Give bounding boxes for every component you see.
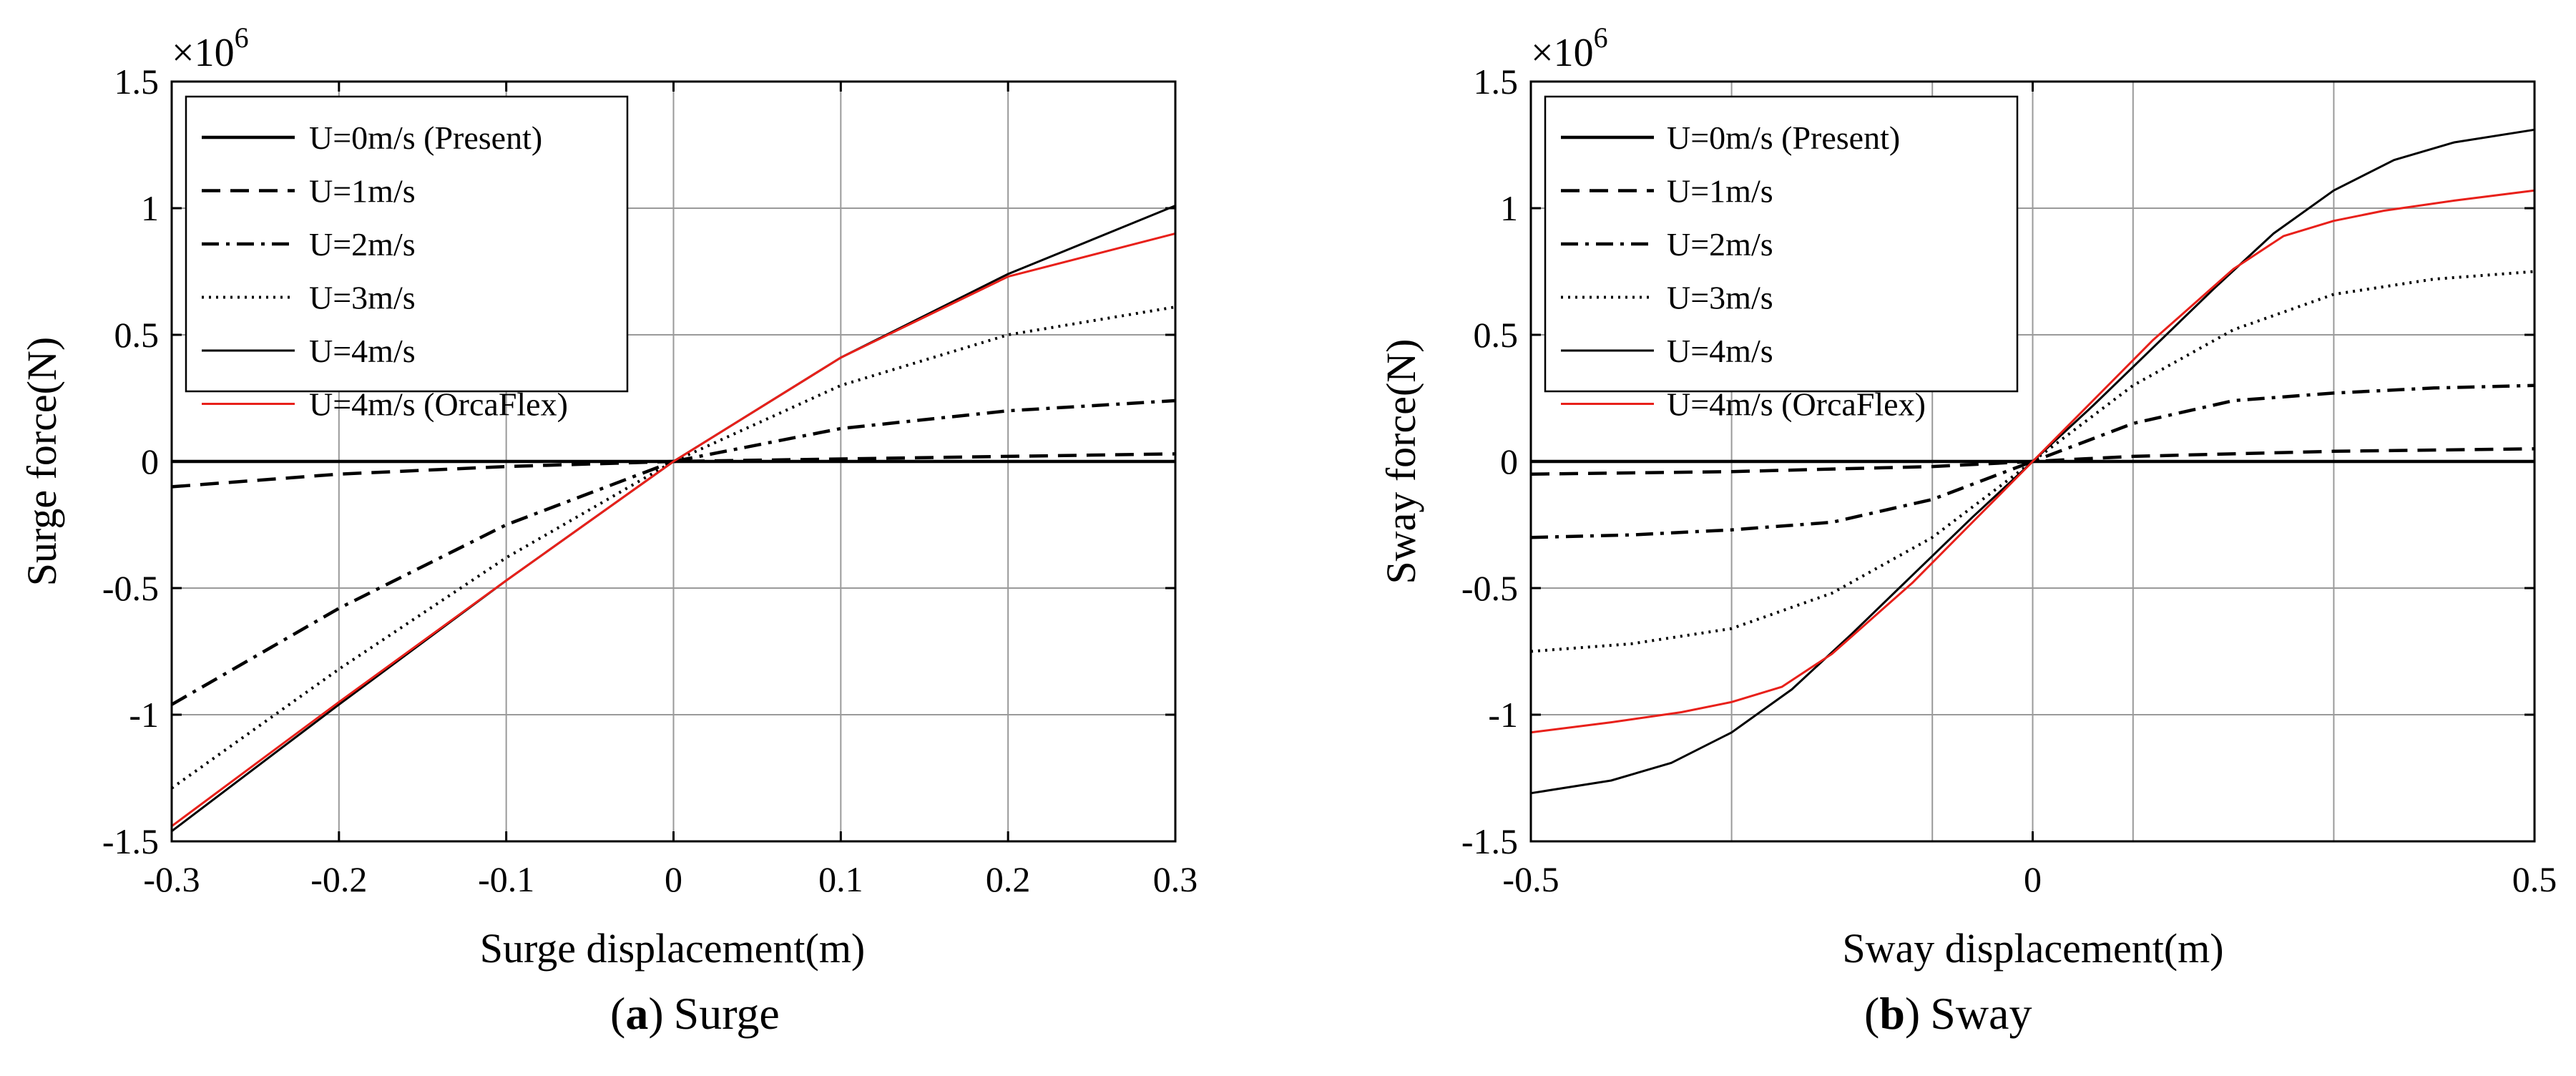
caption-close-paren: ) [1905, 988, 1920, 1039]
caption-open-paren: ( [610, 988, 625, 1039]
legend-label-1: U=1m/s [1667, 173, 1773, 210]
panel-caption: (b) Sway [1864, 988, 2032, 1039]
caption-text: Sway [1930, 988, 2032, 1039]
y-tick-label: -1 [1488, 695, 1518, 735]
axis-exponent-power: 6 [235, 21, 249, 54]
legend-label-1: U=1m/s [309, 173, 416, 210]
legend-label-4: U=4m/s [309, 333, 416, 369]
x-tick-label: 0.5 [2512, 859, 2557, 899]
caption-close-paren: ) [648, 988, 663, 1039]
y-axis-label: Sway force(N) [1378, 338, 1424, 584]
legend: U=0m/s (Present) U=1m/s U=2m/s U=3m/s U=4m/s… [1544, 95, 2019, 423]
x-tick-label: 0.1 [818, 859, 863, 899]
y-tick-label: 1 [1500, 188, 1518, 228]
y-tick-label: 0 [141, 441, 159, 481]
axis-exponent: ×106 [1531, 21, 1608, 75]
axis-exponent-base: ×10 [1531, 31, 1594, 75]
legend-label-4: U=4m/s [1667, 333, 1773, 369]
legend-label-3: U=3m/s [309, 280, 416, 316]
series-line-2 [1530, 383, 2535, 539]
y-tick-label: 0.5 [1474, 315, 1519, 355]
caption-letter: b [1879, 988, 1905, 1039]
y-axis-label: Surge force(N) [19, 337, 65, 586]
legend-label-2: U=2m/s [309, 226, 416, 263]
legend-label-3: U=3m/s [1667, 280, 1773, 316]
y-tick-label: 1.5 [114, 62, 160, 102]
axis-exponent-power: 6 [1594, 21, 1608, 54]
chart-panel-a: -0.3 -0.2 -0.1 0 0.1 0.2 0.3 -1.5 -1 -0.5 0 0.5 1 1.5… [19, 21, 1198, 1039]
y-tick-label: -1.5 [1461, 821, 1518, 861]
y-tick-label: 0 [1500, 441, 1518, 481]
x-tick-label: -0.5 [1502, 859, 1559, 899]
x-axis-label: Surge displacement(m) [480, 925, 866, 972]
legend: U=0m/s (Present) U=1m/s U=2m/s U=3m/s U=4m/s… [185, 95, 629, 423]
caption-open-paren: ( [1864, 988, 1879, 1039]
x-tick-label: 0 [2024, 859, 2042, 899]
x-tick-label: 0.2 [986, 859, 1031, 899]
y-tick-label: -1.5 [102, 821, 159, 861]
y-tick-label: -0.5 [102, 568, 159, 608]
x-tick-label: -0.2 [310, 859, 367, 899]
y-tick-label: 0.5 [114, 315, 160, 355]
series-line-5 [171, 232, 1176, 828]
x-tick-label: -0.3 [143, 859, 200, 899]
y-tick-label: -1 [129, 695, 159, 735]
x-tick-label: 0 [665, 859, 682, 899]
series-line-3 [1530, 270, 2535, 653]
caption-letter: a [625, 988, 648, 1039]
series-line-5 [1530, 189, 2535, 734]
legend-label-0: U=0m/s (Present) [1667, 119, 1900, 156]
legend-label-5: U=4m/s (OrcaFlex) [1667, 386, 1926, 423]
chart-panel-b: -0.5 0 0.5 -1.5 -1 -0.5 0 0.5 1 1.5 ×106 Sway displ… [1378, 21, 2557, 1039]
axis-exponent-base: ×10 [172, 31, 235, 75]
y-tick-label: 1.5 [1474, 62, 1519, 102]
x-axis-label: Sway displacement(m) [1842, 925, 2223, 972]
legend-label-2: U=2m/s [1667, 226, 1773, 263]
y-tick-label: 1 [141, 188, 159, 228]
x-tick-label: -0.1 [478, 859, 534, 899]
caption-text: Surge [674, 988, 780, 1039]
legend-label-0: U=0m/s (Present) [309, 119, 542, 156]
legend-box [185, 95, 629, 393]
legend-label-5: U=4m/s (OrcaFlex) [309, 386, 568, 423]
panel-caption: (a) Surge [610, 988, 780, 1039]
x-tick-label: 0.3 [1153, 859, 1198, 899]
y-tick-label: -0.5 [1461, 568, 1518, 608]
axis-exponent: ×106 [172, 21, 249, 75]
